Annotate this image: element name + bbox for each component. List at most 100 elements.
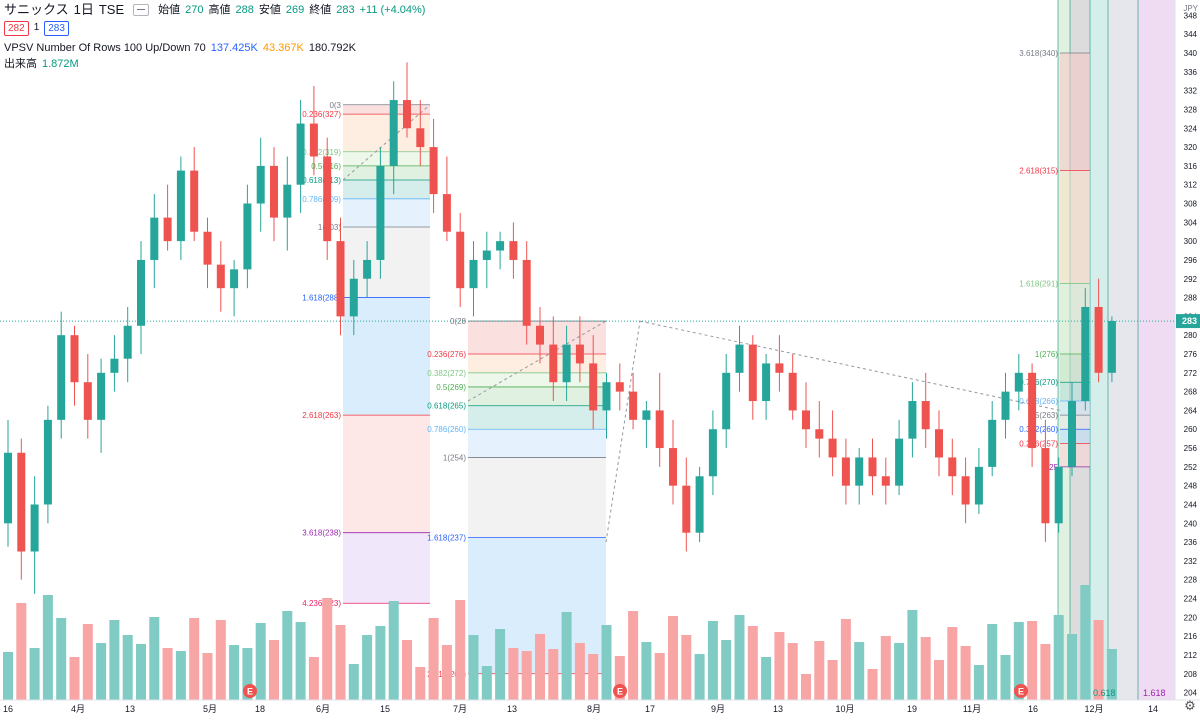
volume-bar bbox=[162, 648, 173, 700]
candle-body bbox=[309, 123, 318, 157]
fib-retracement: 0(30.236(327)0.382(319)0.5(316)0.618(313… bbox=[302, 101, 430, 608]
last-price-badge bbox=[1176, 314, 1200, 329]
buy-button[interactable]: 283 bbox=[44, 20, 69, 36]
fib-level-label: 2.618(315) bbox=[1019, 167, 1058, 176]
candle-body bbox=[363, 259, 372, 279]
interval[interactable]: 1日 bbox=[73, 2, 94, 17]
candle-body bbox=[57, 335, 66, 420]
volume-bar bbox=[1093, 620, 1104, 700]
vpsv-name: VPSV Number Of Rows 100 Up/Down 70 bbox=[4, 42, 206, 54]
candle-body bbox=[602, 382, 611, 411]
candle-body bbox=[296, 123, 305, 185]
candle-body bbox=[536, 325, 544, 345]
candle-body bbox=[389, 100, 398, 166]
fib-band bbox=[468, 386, 606, 406]
fib-level-label: 0.618(313) bbox=[302, 176, 341, 185]
price-tick-label: 280 bbox=[1184, 331, 1198, 340]
volume-bar bbox=[761, 657, 772, 700]
volume-bar bbox=[574, 643, 585, 700]
fib-level-label: 0.618(265) bbox=[427, 402, 466, 411]
candle-body bbox=[456, 231, 465, 289]
price-tick-label: 304 bbox=[1184, 218, 1198, 227]
time-tick-label: 13 bbox=[773, 704, 783, 714]
price-tick-label: 328 bbox=[1184, 105, 1198, 114]
volume-bar bbox=[42, 595, 53, 700]
change-value: +11 (+4.04%) bbox=[359, 4, 426, 16]
candle-body bbox=[349, 278, 358, 317]
exchange: TSE bbox=[98, 2, 125, 17]
fib-band bbox=[343, 532, 430, 604]
fib-level-label: 2.618(263) bbox=[302, 411, 341, 420]
earnings-marker bbox=[1014, 684, 1028, 698]
volume-bar bbox=[69, 657, 80, 700]
volume-bar bbox=[348, 664, 359, 700]
candle-body bbox=[376, 165, 385, 260]
time-tick-label: 5月 bbox=[203, 704, 217, 714]
candle-body bbox=[629, 391, 638, 420]
fib-level-label: 3.618(238) bbox=[302, 529, 341, 538]
vpsv-legend[interactable]: VPSV Number Of Rows 100 Up/Down 70 137.4… bbox=[4, 40, 425, 56]
time-tick-label: 11月 bbox=[963, 704, 981, 714]
fib-time-zone bbox=[1138, 0, 1175, 700]
candle-body bbox=[1054, 466, 1063, 524]
fib-band bbox=[343, 180, 430, 199]
volume-bar bbox=[934, 660, 944, 700]
currency-label: JPY bbox=[1183, 4, 1198, 13]
price-tick-label: 320 bbox=[1184, 143, 1198, 152]
price-tick-label: 312 bbox=[1184, 181, 1198, 190]
volume-bar bbox=[109, 620, 120, 700]
candle-body bbox=[163, 217, 172, 242]
fib-level-label: 1(254) bbox=[443, 453, 466, 462]
fib-level-label: 0.382(260) bbox=[1019, 425, 1058, 434]
volume-bar bbox=[721, 640, 732, 700]
volume-bar bbox=[375, 626, 386, 700]
candle-body bbox=[788, 372, 797, 411]
symbol-name[interactable]: サニックス bbox=[4, 2, 69, 17]
volume-bar bbox=[362, 635, 373, 700]
candle-body bbox=[1028, 372, 1037, 449]
volume-bar bbox=[707, 621, 718, 700]
fib-band bbox=[343, 151, 430, 166]
price-tick-label: 316 bbox=[1184, 162, 1198, 171]
collapse-icon[interactable] bbox=[133, 4, 150, 16]
candle-body bbox=[403, 100, 411, 129]
vpsv-total: 180.792K bbox=[308, 42, 356, 54]
time-tick-label: 16 bbox=[3, 704, 13, 714]
price-tick-label: 308 bbox=[1184, 200, 1198, 209]
candle-body bbox=[230, 269, 239, 289]
price-tick-label: 212 bbox=[1184, 651, 1198, 660]
candle-body bbox=[868, 457, 877, 477]
candle-body bbox=[256, 165, 265, 204]
candle-body bbox=[948, 457, 957, 477]
volume-bar bbox=[175, 651, 186, 700]
volume-legend[interactable]: 出来高 1.872M bbox=[4, 56, 425, 72]
candle-body bbox=[961, 476, 970, 505]
candle-body bbox=[575, 344, 584, 364]
price-tick-label: 288 bbox=[1184, 294, 1198, 303]
sell-button[interactable]: 282 bbox=[4, 20, 29, 36]
time-tick-label: 4月 bbox=[71, 704, 85, 714]
volume-bar bbox=[402, 640, 412, 700]
candle-body bbox=[176, 170, 185, 242]
time-tick-label: 10月 bbox=[835, 704, 854, 714]
fib-level-label: 0.236(257) bbox=[1019, 439, 1058, 448]
volume-bar bbox=[295, 622, 306, 700]
candle-body bbox=[642, 410, 651, 420]
volume-bar bbox=[973, 665, 984, 700]
candle-body bbox=[1014, 372, 1023, 392]
volume-bar bbox=[282, 611, 293, 700]
candle-body bbox=[190, 170, 199, 232]
settings-gear-icon[interactable]: ⚙ bbox=[1184, 698, 1196, 713]
volume-bar bbox=[189, 618, 200, 700]
price-tick-label: 336 bbox=[1184, 68, 1198, 77]
legend: サニックス 1日 TSE 始値 270 高値 288 安値 269 終値 283 +11… bbox=[4, 2, 425, 72]
candle-body bbox=[974, 466, 983, 505]
candle-body bbox=[908, 401, 917, 439]
fib-band bbox=[468, 354, 606, 373]
candle-body bbox=[509, 241, 518, 260]
price-tick-label: 252 bbox=[1184, 463, 1198, 472]
candle-body bbox=[496, 241, 505, 251]
earnings-marker bbox=[613, 684, 627, 698]
